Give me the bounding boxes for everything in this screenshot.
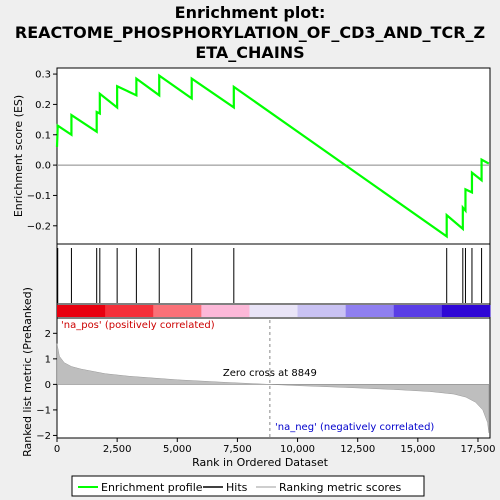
x-tick-label: 12,500 — [340, 444, 375, 455]
top-y-tick-label: −0.1 — [27, 191, 51, 202]
bottom-y-tick-label: −2 — [36, 431, 51, 442]
x-tick-label: 17,500 — [460, 444, 495, 455]
legend-hits-label: Hits — [226, 481, 248, 494]
x-tick-label: 7,500 — [223, 444, 252, 455]
chart-title-line-3: ETA_CHAINS — [195, 43, 304, 62]
heatbar-segment — [441, 305, 491, 317]
top-y-tick-label: 0.3 — [35, 70, 51, 81]
x-tick-label: 5,000 — [163, 444, 192, 455]
bottom-y-tick-label: 1 — [45, 354, 51, 365]
top-y-axis-label: Enrichment score (ES) — [12, 95, 25, 217]
heatbar-segment — [153, 305, 202, 317]
heatbar-segment — [105, 305, 154, 317]
ranking-metric-area-path — [56, 343, 490, 433]
ranking-heatbar — [57, 305, 491, 317]
zero-cross-label: Zero cross at 8849 — [223, 368, 317, 379]
top-y-tick-label: −0.2 — [27, 221, 51, 232]
enrichment-profile-line — [55, 73, 490, 239]
legend-ranking-label: Ranking metric scores — [279, 481, 401, 494]
heatbar-segment — [249, 305, 299, 317]
legend-enrichment-label: Enrichment profile — [101, 481, 203, 494]
chart-title-line-1: Enrichment plot: — [175, 3, 326, 22]
bottom-y-axis-label: Ranked list metric (PreRanked) — [21, 287, 34, 457]
top-y-axis: −0.2 −0.1 0.0 0.1 0.2 0.3 — [27, 70, 57, 232]
bottom-y-axis: −2 −1 0 1 2 — [36, 329, 57, 442]
bottom-y-tick-label: 0 — [45, 380, 51, 391]
heatbar-segment — [201, 305, 250, 317]
bottom-y-tick-label: 2 — [45, 329, 51, 340]
top-y-tick-label: 0.2 — [35, 100, 51, 111]
top-panel-frame — [56, 67, 491, 245]
x-tick-label: 15,000 — [400, 444, 435, 455]
legend-box — [71, 475, 425, 497]
heatbar-segment — [297, 305, 347, 317]
bottom-y-tick-label: −1 — [36, 405, 51, 416]
x-tick-label: 0 — [54, 444, 60, 455]
top-y-tick-label: 0.0 — [35, 161, 51, 172]
chart-title-line-2: REACTOME_PHOSPHORYLATION_OF_CD3_AND_TCR_… — [15, 23, 485, 42]
heatbar-segment — [57, 305, 106, 317]
hit-marks — [57, 248, 483, 303]
top-y-tick-label: 0.1 — [35, 130, 51, 141]
x-tick-label: 2,500 — [103, 444, 132, 455]
x-axis-label: Rank in Ordered Dataset — [192, 456, 329, 469]
ranking-metric-area — [56, 343, 490, 433]
x-axis: 0 2,500 5,000 7,500 10,000 12,500 15,000 17,500 — [54, 438, 495, 455]
enrichment-profile-polyline — [55, 73, 490, 239]
pos-correlated-label: 'na_pos' (positively correlated) — [61, 320, 215, 331]
neg-correlated-label: 'na_neg' (negatively correlated) — [275, 422, 434, 433]
x-tick-label: 10,000 — [280, 444, 315, 455]
heatbar-segment — [393, 305, 443, 317]
heatbar-segment — [345, 305, 395, 317]
hits-panel-frame — [56, 243, 491, 305]
